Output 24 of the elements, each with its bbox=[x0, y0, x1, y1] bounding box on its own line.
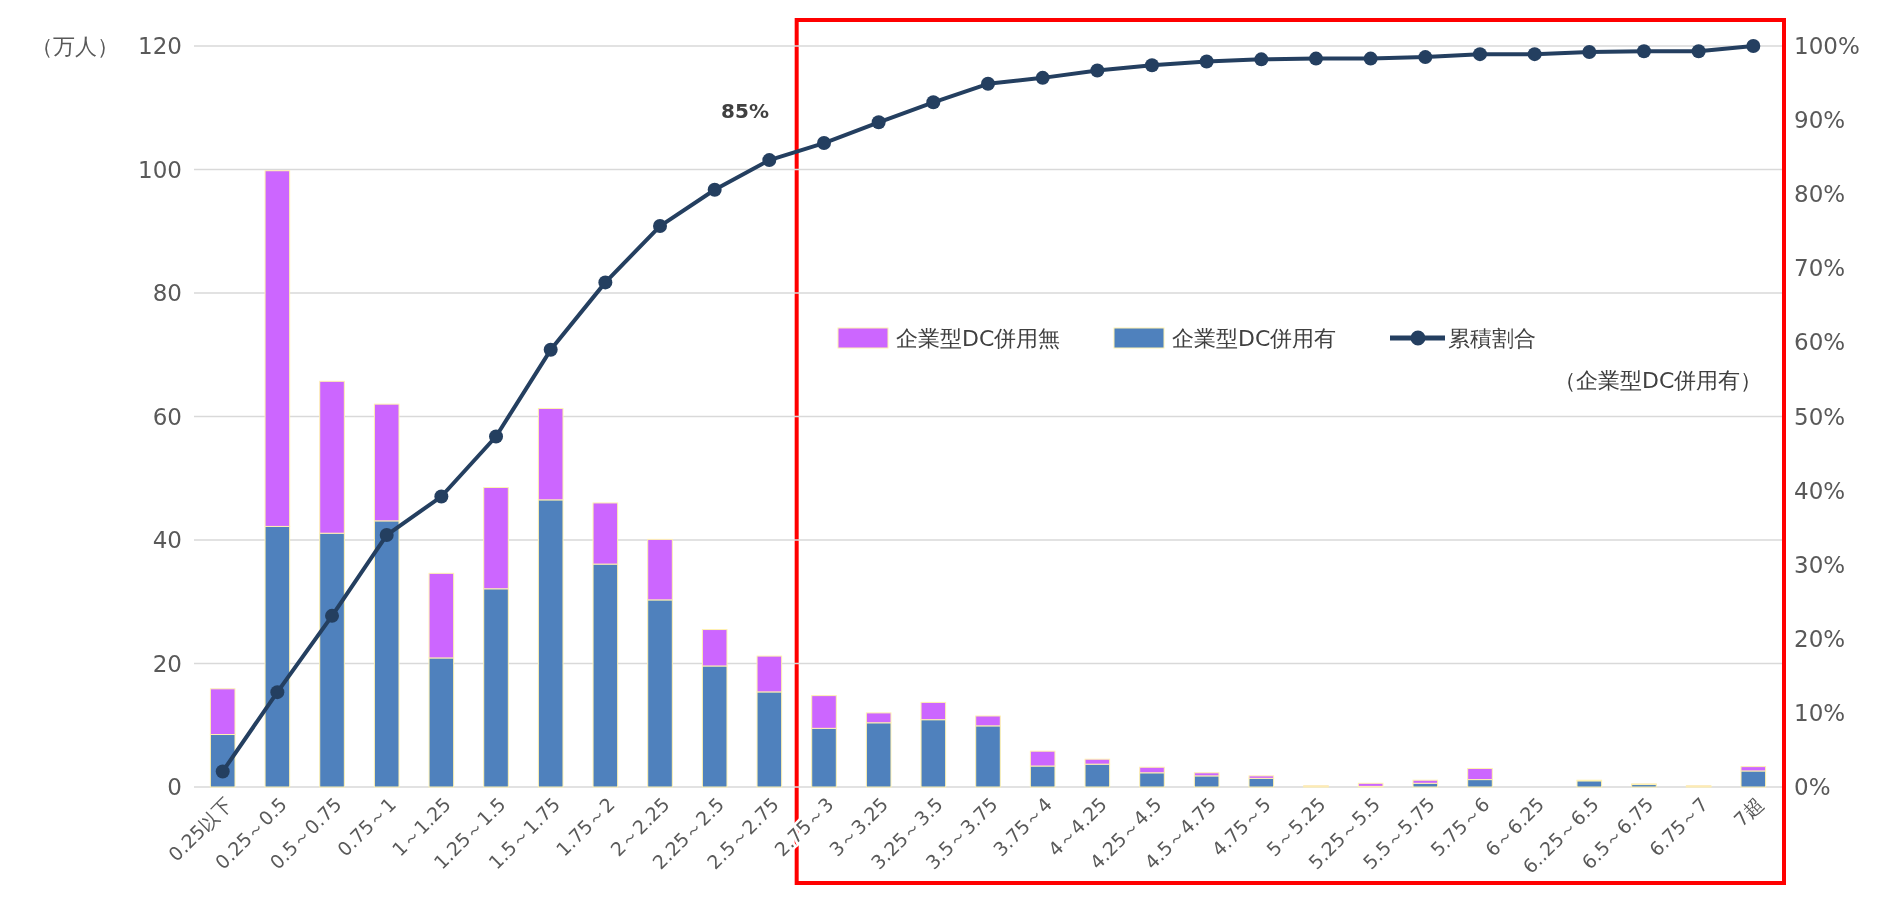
y-tick-label: 40 bbox=[152, 527, 182, 554]
y2-tick-label: 80% bbox=[1794, 181, 1846, 208]
annotation: 85% bbox=[721, 99, 769, 123]
y-tick-label: 100 bbox=[138, 156, 182, 183]
y2-tick-label: 0% bbox=[1794, 774, 1831, 801]
legend-label: 累積割合（企業型DC併用有） bbox=[1448, 325, 1763, 393]
y-tick-label: 120 bbox=[138, 33, 182, 60]
y2-tick-label: 30% bbox=[1794, 551, 1846, 578]
legend-label: 企業型DC併用有 bbox=[1172, 325, 1337, 351]
y2-tick-label: 40% bbox=[1794, 477, 1846, 504]
y2-tick-label: 20% bbox=[1794, 625, 1846, 652]
y2-tick-label: 90% bbox=[1794, 107, 1846, 134]
y-tick-label: 80 bbox=[152, 280, 182, 307]
y-tick-label: 0 bbox=[167, 774, 182, 801]
y2-tick-label: 50% bbox=[1794, 403, 1846, 430]
legend-label: 企業型DC併用無 bbox=[896, 325, 1061, 351]
x-tick-label: 7超 bbox=[1729, 792, 1767, 831]
y-axis-title: （万人） bbox=[31, 33, 119, 59]
y-tick-label: 20 bbox=[152, 650, 182, 677]
y-tick-label: 60 bbox=[152, 403, 182, 430]
y2-tick-label: 10% bbox=[1794, 699, 1846, 726]
y2-tick-label: 60% bbox=[1794, 329, 1846, 356]
y2-tick-label: 70% bbox=[1794, 255, 1846, 282]
y2-tick-label: 100% bbox=[1794, 33, 1860, 60]
